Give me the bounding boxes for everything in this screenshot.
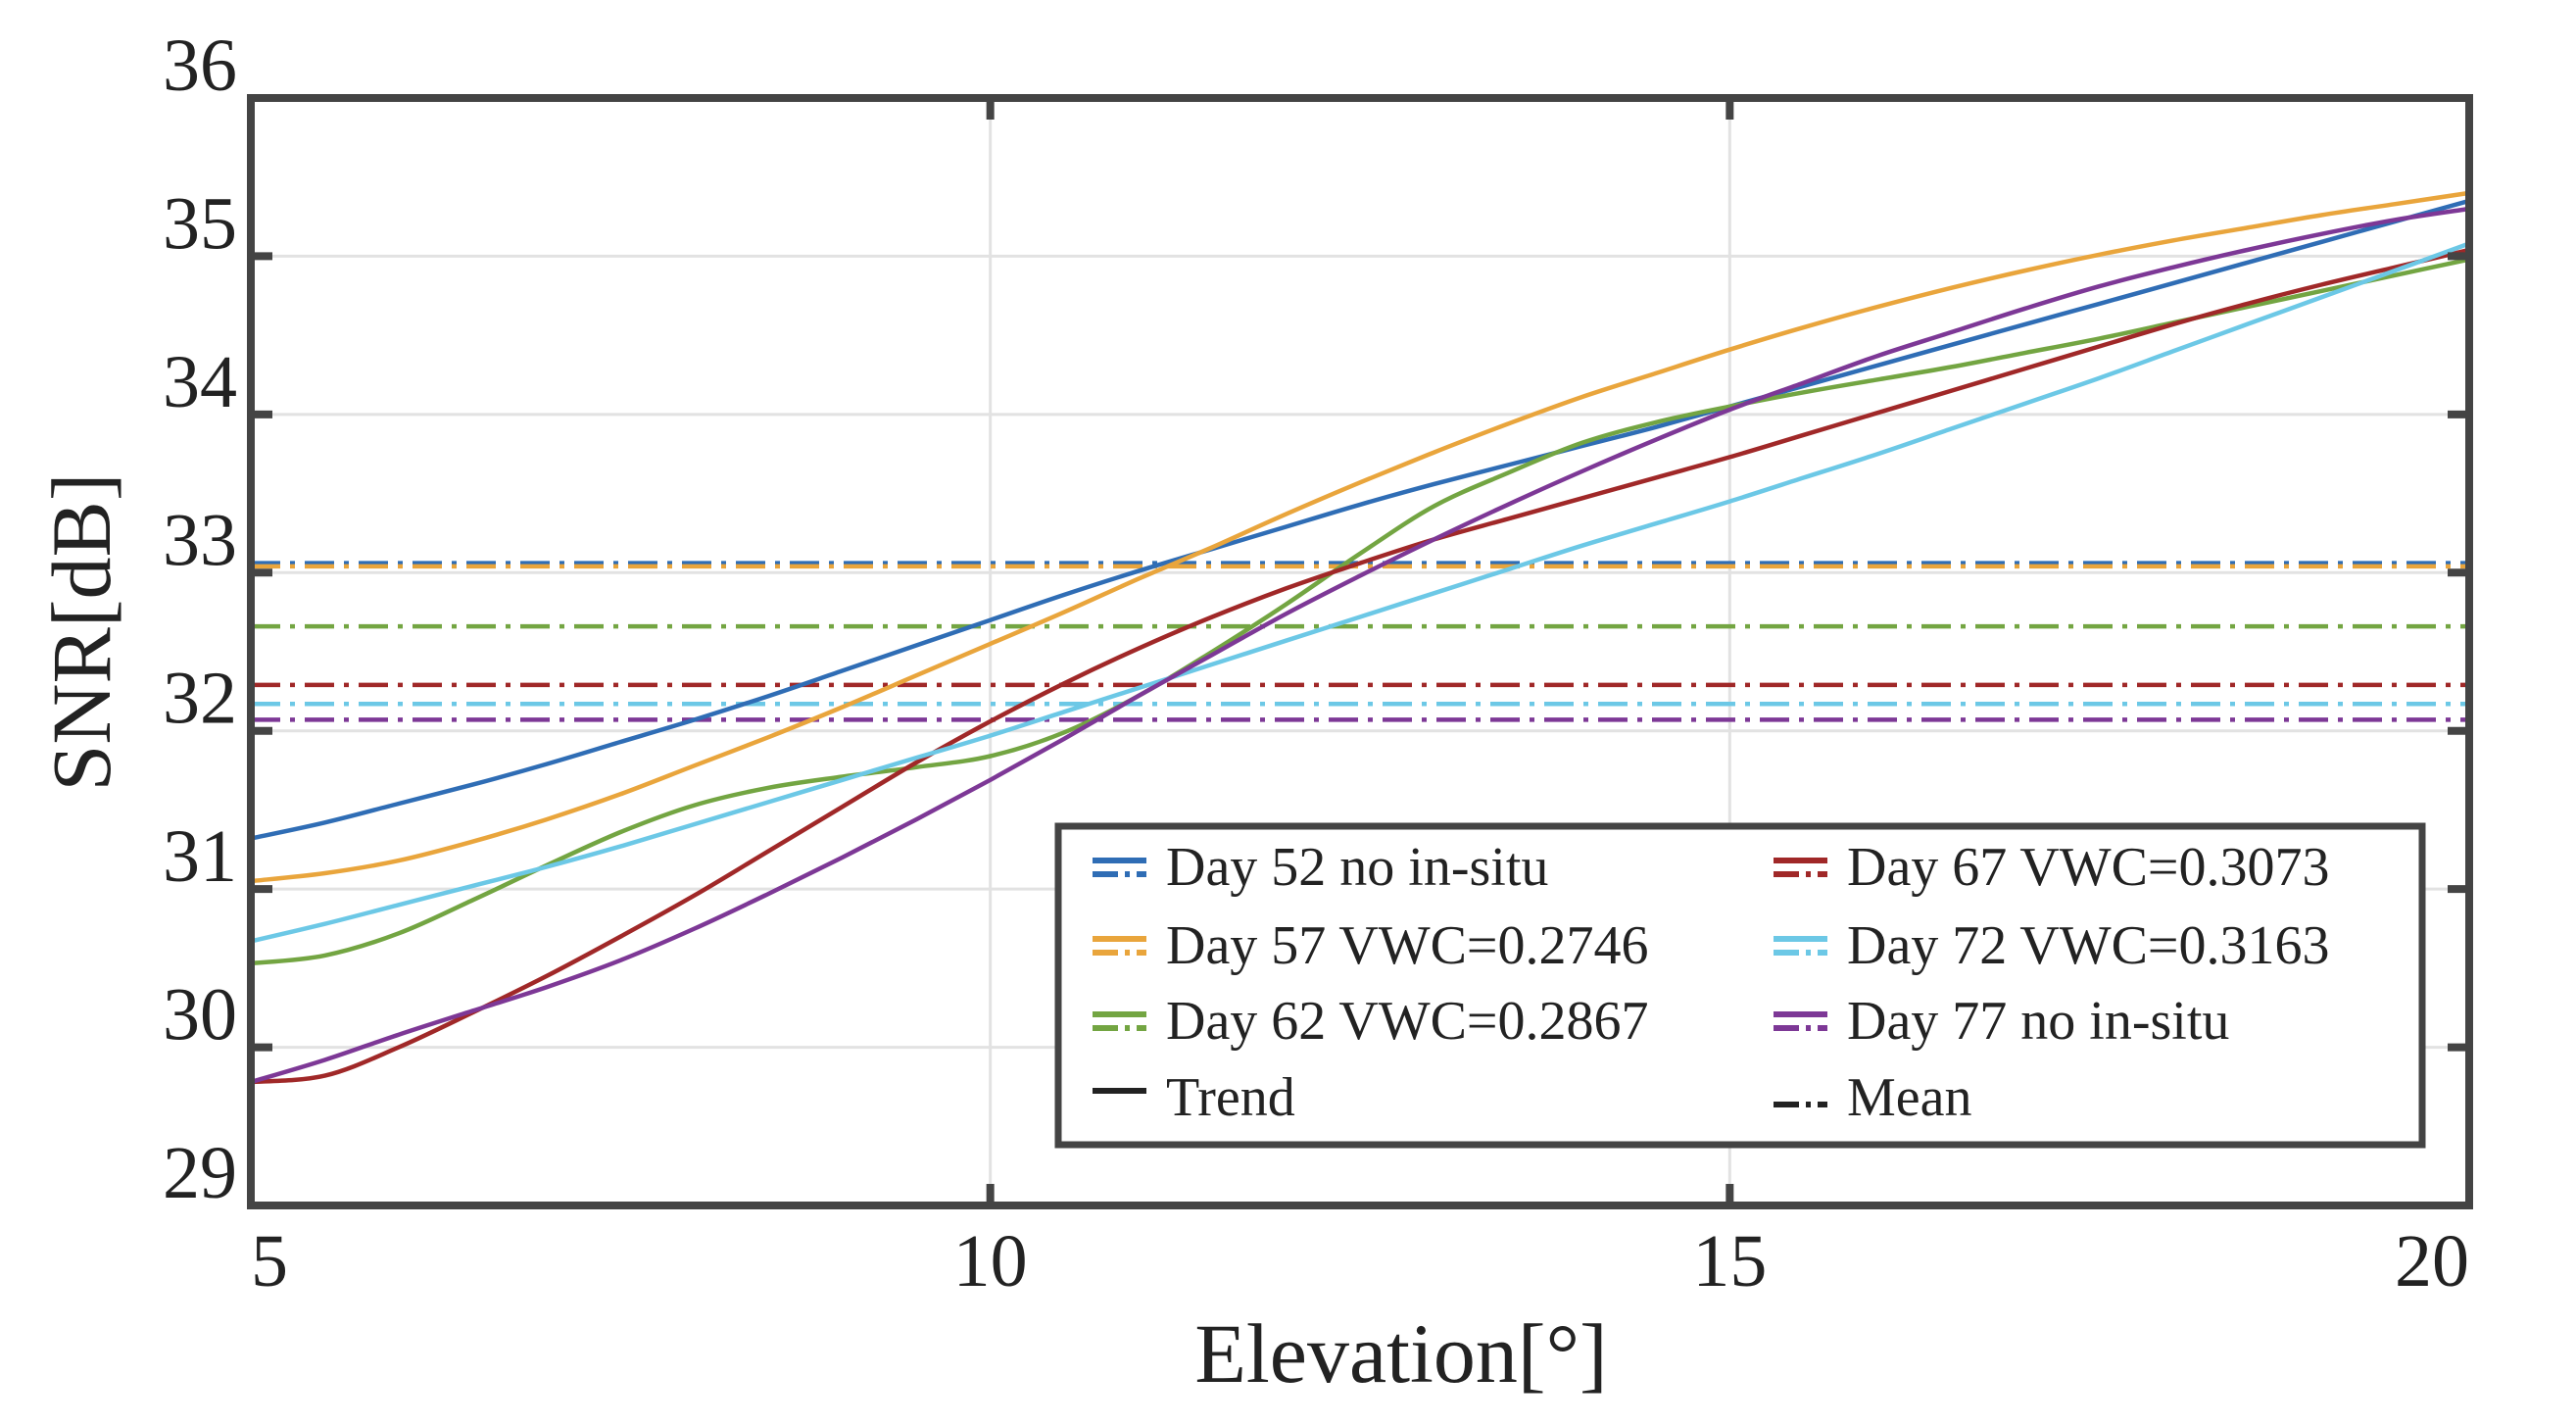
x-tick-label: 5 <box>251 1220 288 1302</box>
y-tick-label: 33 <box>163 499 237 581</box>
legend-label: Mean <box>1847 1067 1972 1128</box>
legend-label: Trend <box>1166 1067 1295 1128</box>
legend: Day 52 no in-situ Day 67 VWC=0.3073 Day 57… <box>1054 822 2426 1149</box>
x-axis-title: Elevation[°] <box>1194 1306 1607 1400</box>
legend-label: Day 72 VWC=0.3163 <box>1847 915 2330 976</box>
legend-label: Day 67 VWC=0.3073 <box>1847 837 2330 898</box>
x-tick-label: 10 <box>953 1220 1028 1302</box>
y-tick-label: 30 <box>163 974 237 1056</box>
trend-lines <box>248 190 2472 1085</box>
trend-line <box>248 198 2472 841</box>
y-axis-title: SNR[dB] <box>34 473 128 792</box>
legend-label: Day 52 no in-situ <box>1166 837 1548 898</box>
tick-labels: 5 10 15 20 29 30 31 32 33 34 35 36 <box>163 25 2469 1302</box>
trend-line <box>248 247 2472 1085</box>
y-tick-label: 35 <box>163 182 237 265</box>
trend-line <box>248 206 2472 1085</box>
x-tick-label: 20 <box>2395 1220 2469 1302</box>
legend-box <box>1054 822 2426 1149</box>
mean-lines <box>251 561 2469 722</box>
y-tick-label: 36 <box>163 25 237 107</box>
y-tick-label: 32 <box>163 658 237 740</box>
y-tick-label: 34 <box>163 341 237 423</box>
trend-line <box>248 257 2472 966</box>
trend-line <box>248 241 2472 944</box>
legend-label: Day 62 VWC=0.2867 <box>1166 991 1649 1052</box>
legend-label: Day 57 VWC=0.2746 <box>1166 915 1649 976</box>
axis-ticks <box>247 94 2473 1209</box>
y-tick-label: 29 <box>163 1132 237 1214</box>
y-tick-label: 31 <box>163 815 237 898</box>
x-tick-label: 15 <box>1692 1220 1767 1302</box>
trend-line <box>248 190 2472 884</box>
legend-label: Day 77 no in-situ <box>1847 991 2229 1052</box>
plot-frame <box>247 94 2473 1209</box>
